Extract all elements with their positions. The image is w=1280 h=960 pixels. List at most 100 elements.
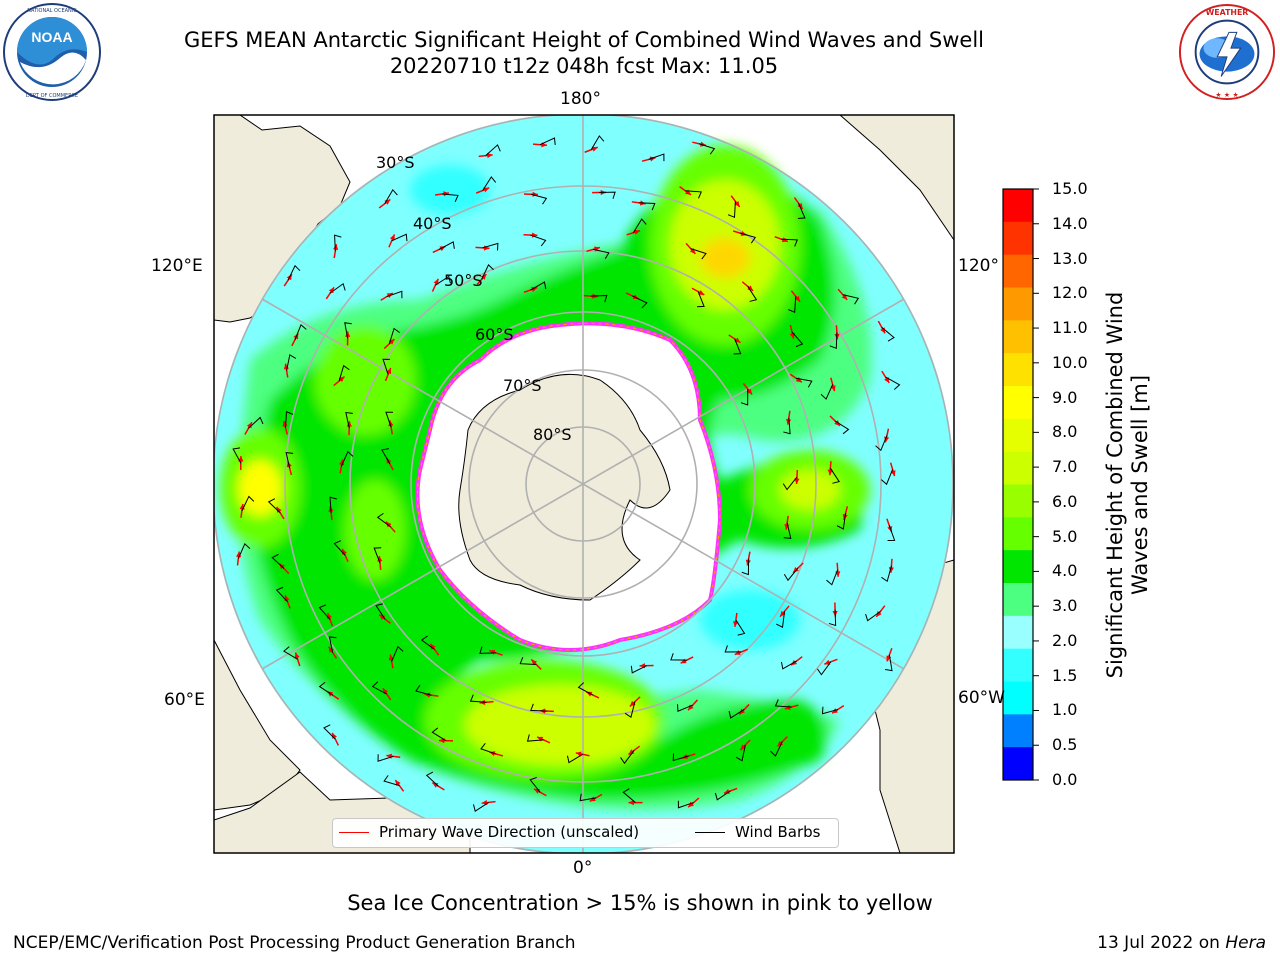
wind-barb bbox=[526, 734, 544, 742]
wind-barb bbox=[345, 411, 353, 429]
wind-barb bbox=[275, 586, 288, 603]
lon-label-120w: 120° bbox=[958, 256, 999, 276]
svg-text:DEPT OF COMMERCE: DEPT OF COMMERCE bbox=[26, 93, 78, 99]
wind-barb bbox=[881, 326, 895, 342]
lat-label-40s: 40°S bbox=[413, 214, 452, 233]
wind-barb bbox=[294, 323, 307, 340]
wind-barb bbox=[442, 193, 459, 203]
wave-arrow-head bbox=[537, 736, 544, 742]
wind-barb bbox=[622, 788, 636, 803]
wave-arrow-head bbox=[795, 377, 802, 383]
wave-arrow-head bbox=[734, 650, 741, 655]
legend-black-line-icon bbox=[695, 832, 725, 833]
colorbar-tick-label: 1.5 bbox=[1052, 665, 1078, 685]
noaa-logo-text: NOAA bbox=[31, 29, 72, 45]
wind-barb bbox=[880, 469, 894, 486]
wind-barb bbox=[420, 635, 435, 650]
wave-arrow-head bbox=[385, 521, 392, 528]
wind-barb bbox=[425, 771, 439, 787]
colorbar-tick-label: 5.0 bbox=[1052, 526, 1078, 546]
wave-arrow-head bbox=[794, 295, 801, 302]
lon-label-60e: 60°E bbox=[164, 690, 205, 710]
wind-barb bbox=[482, 176, 497, 191]
wave-arrow-head bbox=[698, 290, 705, 295]
wave-arrow-head bbox=[424, 692, 431, 698]
wave-arrow-head bbox=[824, 659, 831, 665]
colorbar-segment bbox=[1003, 386, 1033, 420]
wind-barb bbox=[438, 241, 455, 250]
wave-arrow-head bbox=[379, 614, 386, 621]
wind-barb bbox=[381, 448, 391, 465]
wind-barb bbox=[885, 654, 893, 672]
wave-arrow-head bbox=[834, 420, 840, 426]
wind-barb bbox=[724, 645, 742, 653]
wave-arrow-head bbox=[876, 610, 882, 617]
wind-barb bbox=[887, 525, 896, 541]
colorbar-frame bbox=[1002, 188, 1034, 781]
wind-barb bbox=[577, 682, 593, 696]
wind-barb bbox=[783, 567, 799, 582]
nws-logo: WEATHER ★ ★ ★ bbox=[1178, 3, 1276, 101]
colorbar-tick-label: 0.0 bbox=[1052, 770, 1078, 789]
legend-wind-barbs: Wind Barbs bbox=[695, 823, 820, 841]
wind-barb bbox=[232, 447, 242, 464]
wind-barb bbox=[670, 653, 687, 661]
wind-barb bbox=[530, 234, 547, 247]
wave-arrow-head bbox=[680, 658, 687, 664]
wind-barb bbox=[318, 604, 331, 620]
wind-barb bbox=[285, 451, 294, 469]
wind-barb bbox=[391, 233, 408, 242]
lat-label-80s: 80°S bbox=[533, 425, 572, 444]
colorbar-segment bbox=[1003, 189, 1033, 223]
wind-barb bbox=[375, 603, 386, 620]
colorbar-segment bbox=[1003, 221, 1033, 256]
wind-barb bbox=[875, 435, 888, 452]
wind-barb bbox=[632, 295, 648, 309]
wave-arrow-head bbox=[532, 191, 538, 197]
wind-barb bbox=[328, 636, 337, 653]
wind-barb bbox=[791, 331, 804, 348]
wind-barb bbox=[267, 498, 281, 514]
svg-text:★ ★ ★: ★ ★ ★ bbox=[1215, 91, 1238, 99]
wind-barb bbox=[485, 144, 501, 156]
wind-barb bbox=[271, 553, 285, 569]
map-legend: Primary Wave Direction (unscaled) Wind B… bbox=[332, 818, 839, 848]
wind-barb bbox=[733, 338, 742, 355]
colorbar-segment bbox=[1003, 254, 1033, 288]
wave-arrow-head bbox=[784, 704, 791, 710]
lon-label-60w: 60°W bbox=[958, 688, 1005, 708]
wind-barb bbox=[842, 294, 860, 305]
wave-arrow-head bbox=[294, 652, 300, 659]
wind-barb bbox=[739, 232, 757, 244]
wave-arrow-head bbox=[328, 646, 334, 653]
wave-arrow-head bbox=[439, 246, 446, 252]
wind-barb bbox=[529, 776, 541, 793]
lon-label-0: 0° bbox=[573, 858, 593, 878]
wave-arrow-head bbox=[786, 418, 792, 425]
wind-barb bbox=[415, 684, 432, 696]
wind-barb bbox=[672, 753, 689, 762]
wave-arrow-head bbox=[346, 421, 352, 427]
wind-barb bbox=[727, 201, 736, 219]
graticule bbox=[214, 115, 954, 853]
colorbar-segment bbox=[1003, 615, 1033, 650]
wind-barb bbox=[286, 354, 297, 371]
colorbar-segment bbox=[1003, 583, 1033, 617]
legend-red-line-icon bbox=[339, 832, 369, 833]
wind-barb bbox=[728, 709, 745, 719]
wind-barb bbox=[431, 727, 447, 742]
wind-barb bbox=[590, 294, 608, 303]
colorbar-tick-label: 6.0 bbox=[1052, 491, 1078, 511]
wave-arrow-head bbox=[685, 189, 691, 195]
colorbar-segment bbox=[1003, 681, 1033, 715]
wind-barb bbox=[371, 681, 388, 695]
wind-barb bbox=[735, 744, 746, 762]
wind-barb bbox=[530, 703, 547, 712]
colorbar-tick-label: 2.0 bbox=[1052, 630, 1078, 650]
wind-barb bbox=[329, 282, 346, 294]
wave-arrow-head bbox=[827, 469, 833, 476]
wind-barb bbox=[519, 657, 537, 665]
wind-barb bbox=[881, 565, 892, 583]
wind-barb bbox=[391, 645, 404, 662]
map-subtitle: 20220710 t12z 048h fcst Max: 11.05 bbox=[389, 54, 779, 78]
